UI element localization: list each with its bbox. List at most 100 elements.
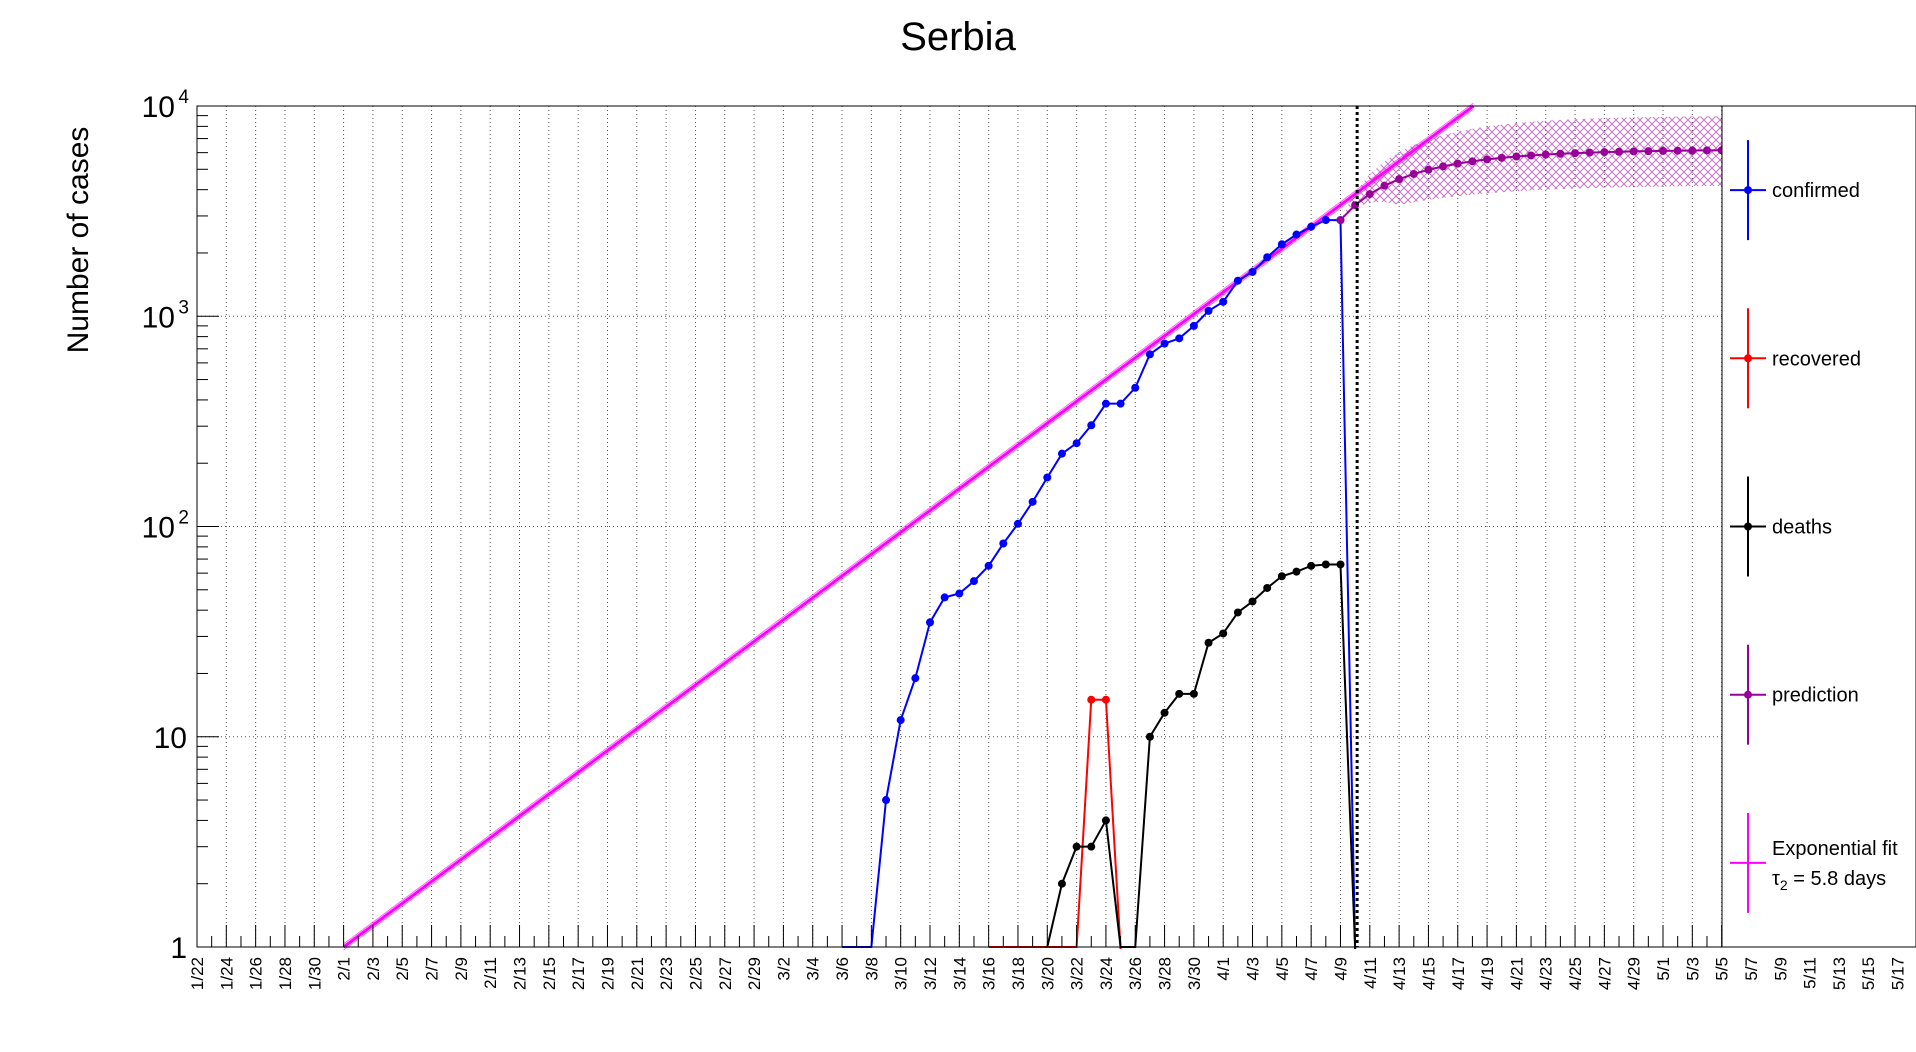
- confirmed-point: [1160, 339, 1169, 348]
- x-tick-label: 2/1: [335, 957, 354, 981]
- confirmed-point: [1131, 383, 1140, 392]
- deaths-point: [1307, 561, 1316, 570]
- confirmed-point: [1175, 334, 1184, 343]
- prediction-point: [1439, 162, 1448, 171]
- prediction-point: [1571, 149, 1580, 158]
- legend-swatch-marker: [1744, 186, 1752, 195]
- confirmed-point: [1307, 222, 1316, 231]
- confirmed-point: [999, 539, 1008, 548]
- prediction-point: [1556, 149, 1565, 158]
- x-tick-label: 5/5: [1713, 957, 1732, 981]
- deaths-point: [1219, 629, 1228, 638]
- prediction-point: [1585, 148, 1594, 157]
- x-tick-label: 2/17: [569, 957, 588, 990]
- x-tick-label: 2/21: [628, 957, 647, 990]
- confirmed-point: [1189, 321, 1198, 330]
- legend-label: Exponential fit: [1772, 838, 1898, 860]
- deaths-point: [1321, 560, 1330, 569]
- deaths-point: [1233, 608, 1242, 617]
- x-tick-label: 4/23: [1537, 957, 1556, 990]
- x-tick-label: 3/16: [980, 957, 999, 990]
- x-tick-label: 1/26: [247, 957, 266, 990]
- deaths-point: [1101, 816, 1110, 825]
- legend-label: recovered: [1772, 348, 1861, 370]
- confirmed-point: [1292, 230, 1301, 239]
- x-tick-label: 5/17: [1889, 957, 1908, 990]
- legend-label-tau: τ2 = 5.8 days: [1772, 868, 1886, 893]
- x-tick-label: 2/25: [686, 957, 705, 990]
- legend-label: prediction: [1772, 685, 1859, 707]
- prediction-point: [1615, 147, 1624, 156]
- x-tick-label: 1/30: [305, 957, 324, 990]
- deaths-point: [1277, 572, 1286, 581]
- x-tick-label: 3/20: [1038, 957, 1057, 990]
- x-tick-label: 4/1: [1214, 957, 1233, 981]
- x-tick-label: 2/7: [423, 957, 442, 981]
- confirmed-point: [1263, 253, 1272, 262]
- legend-label: deaths: [1772, 517, 1832, 539]
- x-tick-label: 1/24: [217, 957, 236, 990]
- x-tick-label: 2/13: [511, 957, 530, 990]
- deaths-point: [1204, 638, 1213, 647]
- x-tick-label: 3/2: [774, 957, 793, 981]
- x-tick-label: 2/15: [540, 957, 559, 990]
- deaths-point: [1057, 879, 1066, 888]
- confirmed-point: [955, 589, 964, 598]
- y-axis-label: Number of cases: [62, 127, 95, 354]
- fit-band-lower: [343, 108, 1474, 951]
- x-tick-label: 3/12: [921, 957, 940, 990]
- confirmed-point: [1013, 519, 1022, 528]
- x-tick-label: 4/29: [1625, 957, 1644, 990]
- confirmed-point: [1087, 421, 1096, 430]
- prediction-point: [1512, 152, 1521, 161]
- x-tick-label: 2/19: [598, 957, 617, 990]
- x-tick-label: 4/21: [1507, 957, 1526, 990]
- prediction-point: [1600, 148, 1609, 157]
- y-tick-label: 10: [154, 722, 187, 755]
- prediction-point: [1644, 147, 1653, 156]
- deaths-point: [1263, 583, 1272, 592]
- x-tick-label: 4/11: [1361, 957, 1380, 989]
- x-tick-label: 2/27: [716, 957, 735, 990]
- recovered-point: [1087, 695, 1096, 704]
- x-tick-label: 2/5: [393, 957, 412, 981]
- grid-lines: [196, 105, 1899, 947]
- x-tick-label: 3/4: [804, 957, 823, 981]
- prediction-point: [1336, 216, 1345, 225]
- legend-swatch-marker: [1744, 690, 1752, 699]
- confirmed-point: [1233, 276, 1242, 285]
- confirmed-point: [969, 577, 978, 586]
- chart-title: Serbia: [900, 15, 1016, 59]
- confirmed-point: [1219, 297, 1228, 306]
- x-tick-label: 4/27: [1595, 957, 1614, 990]
- x-tick-label: 4/25: [1566, 957, 1585, 990]
- deaths-line: [1046, 563, 1357, 950]
- legend-swatch-marker: [1744, 354, 1752, 363]
- y-tick-label: 10: [142, 91, 175, 124]
- confirmed-point: [1057, 449, 1066, 458]
- confirmed-point: [911, 674, 920, 683]
- x-tick-label: 3/18: [1009, 957, 1028, 990]
- y-tick-label: 1: [170, 932, 187, 965]
- deaths-point: [1072, 842, 1081, 851]
- prediction-point: [1688, 146, 1697, 155]
- x-tick-label: 3/24: [1097, 957, 1116, 990]
- recovered-point: [1101, 695, 1110, 704]
- deaths-point: [1145, 732, 1154, 741]
- prediction-point: [1365, 190, 1374, 199]
- confirmed-point: [940, 593, 949, 602]
- x-tick-label: 1/28: [276, 957, 295, 990]
- legend-label: confirmed: [1772, 180, 1860, 202]
- x-tick-label: 5/7: [1742, 957, 1761, 981]
- x-tick-label: 5/9: [1771, 957, 1790, 981]
- y-tick-label: 10: [142, 301, 175, 334]
- prediction-point: [1527, 151, 1536, 160]
- x-tick-label: 3/28: [1156, 957, 1175, 990]
- x-tick-label: 4/13: [1390, 957, 1409, 990]
- legend: confirmed recovered deaths prediction Expone…: [1721, 105, 1916, 948]
- x-tick-label: 2/23: [657, 957, 676, 990]
- prediction-point: [1409, 169, 1418, 178]
- x-tick-label: 2/9: [452, 957, 471, 981]
- x-tick-label: 3/10: [892, 957, 911, 990]
